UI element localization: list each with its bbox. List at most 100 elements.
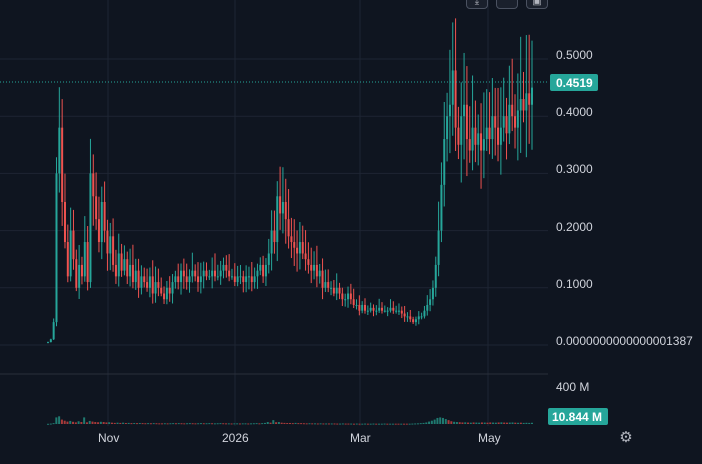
candle-body — [361, 304, 364, 311]
price-tick-label: 0.0000000000000001387 — [556, 334, 693, 348]
volume-bar — [300, 423, 303, 425]
volume-bar — [425, 422, 428, 424]
volume-bar — [475, 422, 478, 424]
gear-icon[interactable]: ⚙ — [619, 429, 633, 446]
volume-bar — [472, 422, 475, 424]
price-pane — [47, 18, 533, 344]
volume-bar — [297, 423, 300, 425]
candle-body — [431, 287, 434, 300]
candle-body — [72, 230, 75, 260]
volume-bar — [492, 422, 495, 424]
volume-bar — [55, 417, 58, 424]
candle-body — [191, 270, 194, 277]
candle-body — [171, 282, 174, 294]
candle-body — [182, 270, 185, 277]
volume-bar — [519, 422, 522, 424]
candle-body — [106, 230, 109, 254]
candle-body — [86, 242, 89, 283]
candle-body — [75, 259, 78, 288]
volume-bar — [124, 423, 127, 425]
volume-bar — [483, 422, 486, 424]
volume-bar — [197, 423, 200, 425]
volume-bar — [528, 422, 531, 424]
candle-body — [228, 270, 231, 277]
candle-body — [236, 276, 239, 283]
volume-bar — [441, 417, 444, 424]
candle-body — [267, 253, 270, 265]
candle-body — [321, 270, 324, 288]
candle-body — [344, 299, 347, 301]
volume-bar — [352, 423, 355, 425]
candle-body — [364, 304, 367, 311]
volume-bar — [436, 417, 439, 424]
candle-body — [497, 127, 500, 145]
volume-bar — [355, 423, 358, 425]
volume-bar — [149, 423, 152, 425]
candle-body — [397, 310, 400, 312]
candle-body — [131, 264, 134, 283]
volume-bar — [108, 422, 111, 424]
candle-body — [137, 270, 140, 288]
volume-bar — [283, 422, 286, 424]
volume-pane — [47, 416, 533, 425]
candle-body — [148, 276, 151, 288]
candle-body — [194, 270, 197, 277]
volume-bar — [494, 422, 497, 424]
volume-bar — [105, 422, 108, 424]
candle-body — [143, 276, 146, 283]
candle-body — [301, 242, 304, 254]
candle-body — [259, 264, 262, 271]
candle-body — [114, 264, 117, 277]
volume-bar — [327, 423, 330, 425]
volume-bar — [186, 423, 189, 425]
volume-bar — [433, 419, 436, 424]
volume-bar — [88, 420, 91, 424]
candle-body — [123, 259, 126, 271]
candle-body — [341, 293, 344, 300]
candle-body — [52, 322, 55, 340]
candle-body — [293, 242, 296, 248]
volume-bar — [211, 423, 214, 425]
volume-bar — [141, 423, 144, 425]
volume-bar — [369, 423, 372, 425]
volume-bar — [372, 423, 375, 425]
volume-bar — [514, 422, 517, 424]
candle-body — [318, 270, 321, 277]
candle-body — [352, 299, 355, 305]
volume-bar — [453, 421, 456, 424]
volume-bar — [174, 423, 177, 425]
volume-bar — [280, 422, 283, 424]
candle-body — [448, 104, 451, 117]
candle-body — [446, 116, 449, 140]
volume-bar — [411, 423, 414, 425]
candle-body — [499, 127, 502, 145]
camera-icon[interactable]: ▣ — [526, 0, 548, 9]
volume-bar — [439, 417, 442, 424]
volume-bar — [314, 423, 317, 425]
candle-body — [409, 316, 412, 320]
volume-bar — [188, 423, 191, 425]
volume-last-value: 10.844 M — [552, 410, 602, 424]
candle-body — [109, 236, 112, 254]
expand-icon[interactable]: ⌃ — [496, 0, 518, 9]
candle-body — [480, 133, 483, 151]
candle-body — [208, 276, 211, 278]
volume-bar — [244, 423, 247, 425]
candle-body — [47, 342, 49, 344]
volume-bar — [333, 423, 336, 425]
candle-body — [327, 282, 330, 288]
candle-body — [205, 270, 208, 277]
volume-bar — [458, 422, 461, 424]
download-icon[interactable]: ⤓ — [466, 0, 488, 9]
candle-body — [454, 70, 457, 128]
volume-bar — [202, 423, 205, 425]
candle-body — [375, 310, 378, 312]
candle-body — [197, 276, 200, 283]
volume-bar — [380, 423, 383, 425]
candle-body — [304, 253, 307, 260]
candle-body — [239, 276, 242, 278]
volume-bar — [80, 422, 83, 424]
volume-bar — [94, 422, 97, 424]
volume-bar — [74, 422, 77, 424]
